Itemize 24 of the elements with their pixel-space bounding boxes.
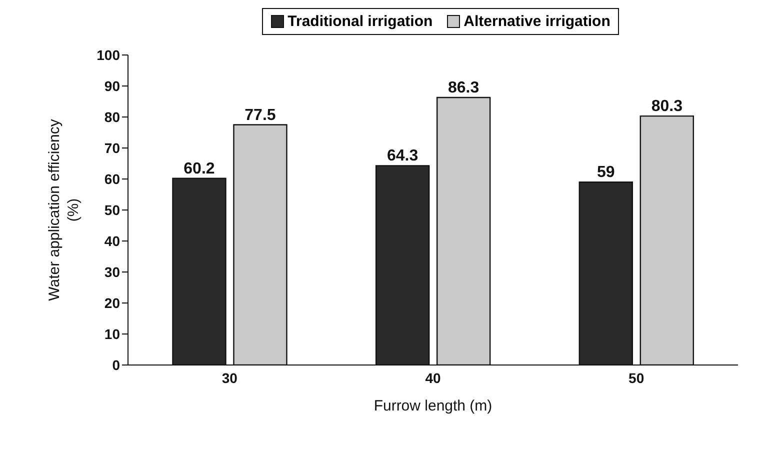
y-tick-label: 30: [104, 264, 120, 280]
x-tick-label: 50: [628, 370, 644, 386]
y-tick-label: 60: [104, 170, 120, 187]
y-tick-label: 80: [104, 108, 120, 125]
x-tick-label: 30: [222, 370, 238, 386]
y-tick-label: 40: [104, 232, 120, 249]
legend-label: Traditional irrigation: [286, 13, 433, 30]
y-tick-label: 90: [104, 78, 120, 94]
y-tick-label: 20: [104, 294, 120, 311]
y-tick-label: 70: [104, 140, 120, 156]
data-label: 64.3: [386, 148, 418, 165]
data-label: 59: [597, 164, 615, 182]
y-tick-label: 10: [104, 326, 120, 342]
data-label: 77.5: [244, 106, 276, 124]
data-label: 86.3: [448, 79, 480, 96]
y-tick-label: 0: [112, 356, 120, 373]
legend-label: Alternative irrigation: [462, 13, 610, 30]
x-axis-title: Furrow length (m): [374, 398, 492, 415]
data-label: 60.2: [184, 160, 215, 178]
x-tick-label: 40: [425, 370, 441, 386]
y-tick-label: 50: [104, 202, 120, 218]
y-axis-title: Water application efficiency (%): [46, 118, 82, 301]
data-label: 80.3: [651, 98, 683, 116]
y-tick-label: 100: [96, 46, 120, 63]
